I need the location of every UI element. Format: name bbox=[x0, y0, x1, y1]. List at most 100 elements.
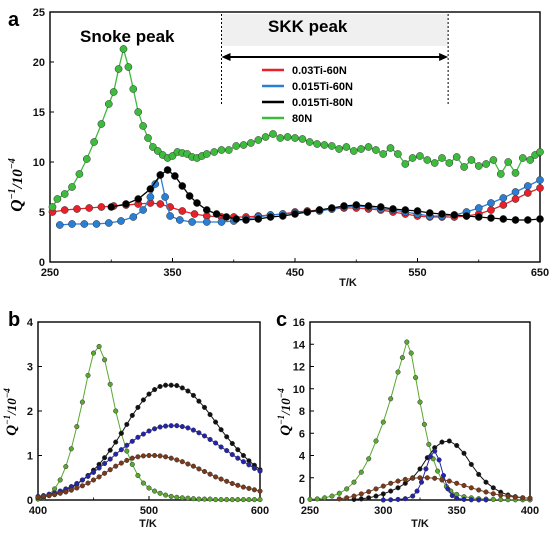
data-point bbox=[483, 489, 489, 495]
data-point bbox=[224, 434, 230, 440]
data-point bbox=[124, 421, 130, 427]
data-point bbox=[307, 496, 313, 502]
data-point bbox=[217, 146, 226, 154]
data-point bbox=[418, 479, 425, 485]
data-point bbox=[523, 182, 532, 190]
data-point bbox=[168, 455, 174, 461]
y-tick-label: 20 bbox=[33, 57, 45, 69]
data-point bbox=[229, 440, 235, 447]
y-tick-label: 3 bbox=[27, 362, 33, 374]
data-point bbox=[357, 145, 365, 153]
data-point bbox=[523, 189, 532, 197]
data-point bbox=[388, 396, 394, 402]
data-point bbox=[224, 497, 230, 503]
data-point bbox=[487, 214, 495, 222]
data-point bbox=[201, 433, 208, 439]
y-tick-label: 16 bbox=[293, 317, 305, 329]
y-tick-label: 4 bbox=[27, 317, 34, 329]
data-point bbox=[185, 388, 191, 394]
data-point bbox=[152, 426, 158, 432]
data-point bbox=[190, 496, 196, 502]
data-point bbox=[202, 206, 211, 214]
data-point bbox=[129, 412, 135, 418]
skk-arrowhead-right bbox=[439, 53, 449, 61]
data-point bbox=[408, 350, 414, 356]
data-point bbox=[74, 480, 80, 487]
data-point bbox=[413, 207, 422, 215]
data-point bbox=[423, 466, 429, 472]
data-point bbox=[85, 204, 94, 212]
x-tick-label: 250 bbox=[301, 505, 319, 517]
data-point bbox=[358, 496, 364, 502]
data-point bbox=[113, 408, 119, 414]
data-point bbox=[218, 476, 224, 482]
data-point bbox=[218, 427, 224, 433]
data-point bbox=[246, 497, 252, 503]
data-point bbox=[73, 205, 81, 213]
data-point bbox=[157, 490, 163, 496]
data-point bbox=[313, 140, 321, 148]
data-point bbox=[68, 220, 76, 228]
data-point bbox=[107, 456, 113, 462]
data-point bbox=[483, 497, 489, 503]
data-point bbox=[174, 383, 180, 389]
data-point bbox=[336, 490, 342, 496]
data-point bbox=[35, 494, 41, 500]
data-point bbox=[395, 485, 401, 491]
data-point bbox=[536, 176, 544, 184]
data-point bbox=[352, 201, 361, 209]
skk-label-box bbox=[221, 14, 449, 46]
legend-label: 0.03Ti-60N bbox=[292, 65, 347, 77]
data-point bbox=[117, 217, 125, 225]
data-point bbox=[213, 419, 219, 425]
data-point bbox=[490, 491, 496, 497]
data-point bbox=[526, 156, 535, 164]
data-point bbox=[74, 485, 80, 491]
data-point bbox=[156, 200, 165, 208]
y-tick-label: 25 bbox=[33, 7, 45, 19]
data-point bbox=[52, 492, 58, 498]
legend-label: 0.015Ti-60N bbox=[292, 81, 353, 93]
data-point bbox=[380, 497, 386, 503]
data-point bbox=[388, 480, 394, 486]
data-point bbox=[240, 497, 246, 503]
data-point bbox=[388, 488, 394, 494]
data-point bbox=[257, 468, 263, 474]
data-point bbox=[146, 485, 152, 491]
data-point bbox=[201, 468, 208, 475]
data-point bbox=[474, 204, 483, 212]
data-point bbox=[232, 215, 241, 223]
data-point bbox=[430, 159, 439, 167]
data-point bbox=[344, 486, 350, 492]
data-point bbox=[80, 220, 89, 228]
data-point bbox=[201, 496, 208, 502]
data-point bbox=[439, 439, 445, 445]
data-point bbox=[122, 200, 130, 208]
data-point bbox=[358, 469, 364, 475]
data-point bbox=[152, 452, 158, 459]
data-point bbox=[55, 221, 64, 229]
data-point bbox=[322, 495, 328, 501]
x-tick-label: 450 bbox=[286, 267, 304, 279]
data-point bbox=[124, 63, 133, 71]
data-point bbox=[75, 170, 84, 178]
data-point bbox=[261, 133, 270, 141]
data-point bbox=[266, 213, 275, 221]
data-point bbox=[190, 463, 196, 469]
data-point bbox=[416, 152, 424, 160]
data-point bbox=[202, 218, 211, 226]
y-tick-label: 10 bbox=[33, 157, 45, 169]
panel-b-xlabel: T/K bbox=[139, 518, 157, 530]
data-point bbox=[394, 150, 402, 158]
y-tick-label: 10 bbox=[293, 384, 305, 396]
data-point bbox=[235, 482, 241, 488]
data-point bbox=[314, 496, 320, 502]
y-tick-label: 1 bbox=[27, 451, 33, 463]
data-point bbox=[461, 496, 467, 502]
data-point bbox=[163, 423, 169, 429]
data-point bbox=[60, 190, 69, 198]
data-point bbox=[229, 452, 235, 458]
plot-frame-c bbox=[309, 321, 531, 501]
data-point bbox=[63, 464, 69, 470]
data-point bbox=[140, 431, 146, 437]
